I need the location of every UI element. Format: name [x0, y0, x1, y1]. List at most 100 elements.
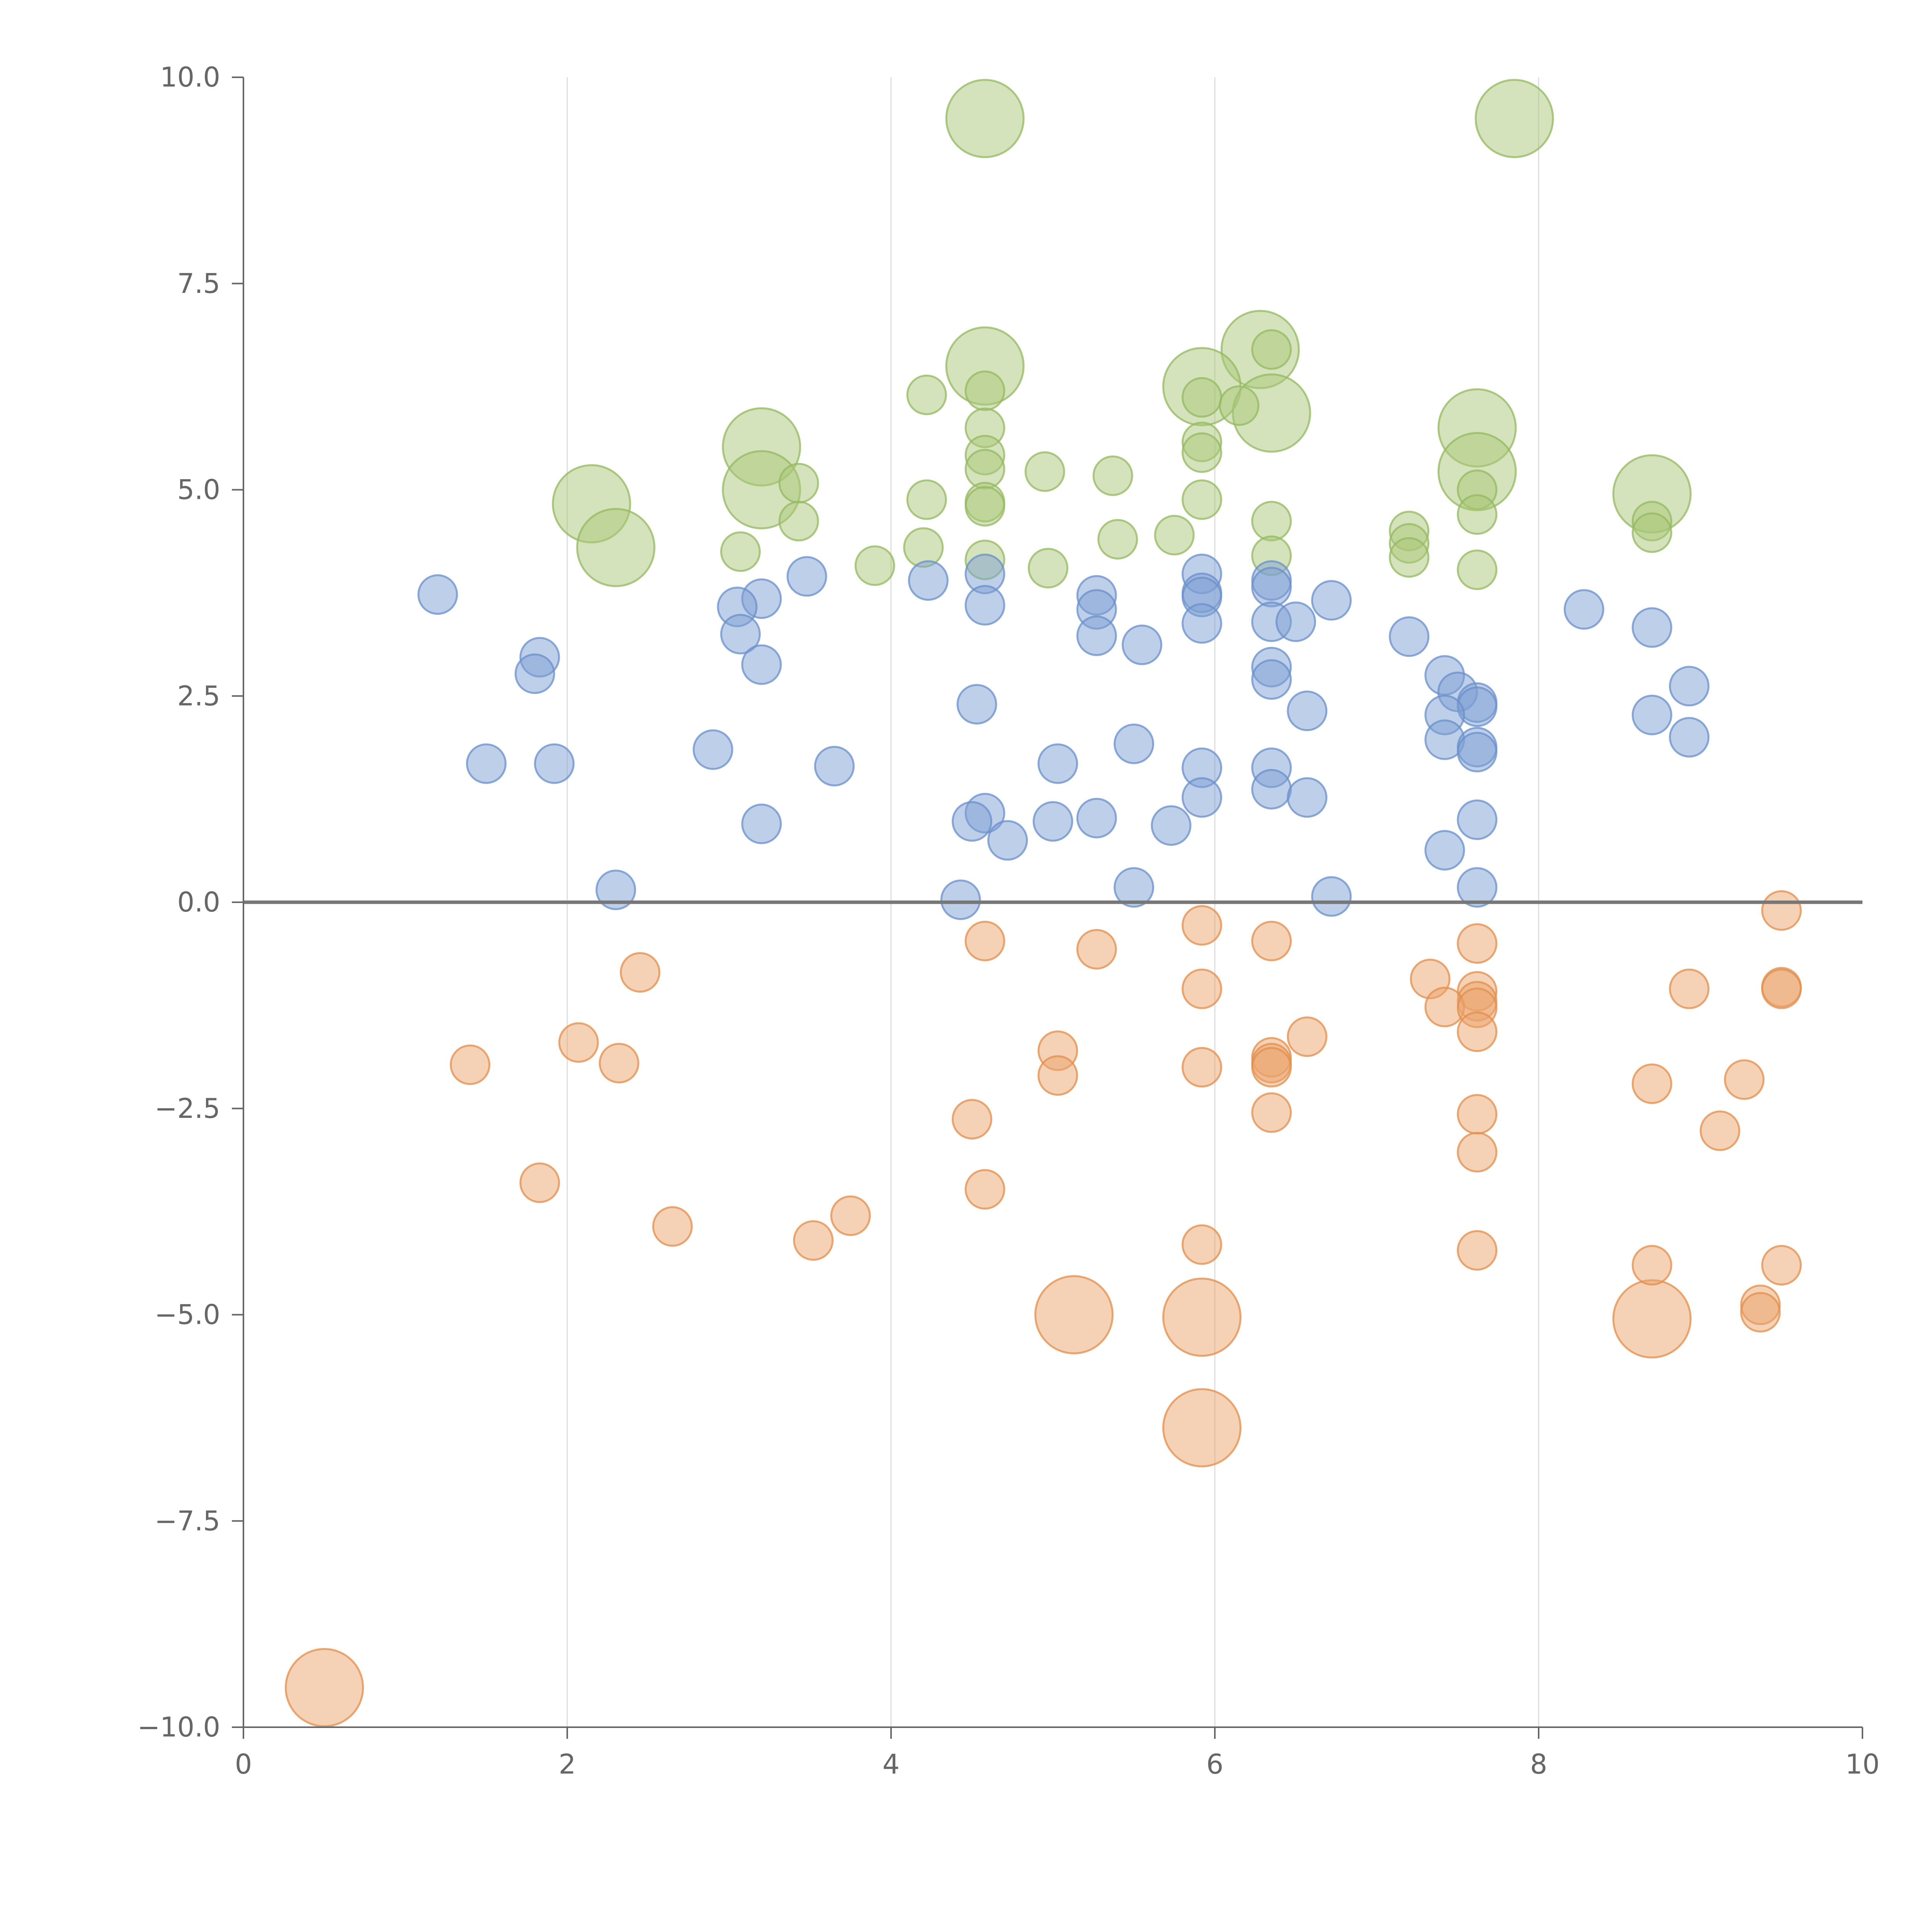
orange-point: [1181, 905, 1222, 946]
axes: 0 2 4 6 8 10 10.0 7.5 5.0 2.5 0.0 −2.5 −5.0 −7.5 −10.0: [137, 61, 1879, 1780]
blue-point: [1076, 798, 1117, 838]
orange-point: [1761, 1245, 1802, 1286]
blue-point: [1669, 666, 1710, 707]
y-tick-label: 5.0: [177, 474, 220, 506]
blue-point: [1457, 867, 1498, 908]
orange-point: [1612, 1279, 1692, 1359]
x-tick-label: 4: [883, 1748, 900, 1780]
x-tick-label: 6: [1206, 1748, 1224, 1780]
orange-point: [1631, 1245, 1672, 1286]
orange-point: [1457, 923, 1498, 964]
blue-point: [1181, 603, 1222, 644]
green-point: [1251, 501, 1292, 542]
y-tick-label: 7.5: [177, 268, 220, 299]
blue-point: [741, 803, 782, 844]
x-tick-label: 10: [1845, 1748, 1879, 1780]
y-tick-label: 2.5: [177, 680, 220, 712]
blue-point: [814, 746, 855, 787]
green-point: [1092, 455, 1133, 496]
blue-point: [1311, 876, 1352, 917]
orange-point: [1076, 929, 1117, 970]
blue-point: [940, 879, 981, 920]
blue-point: [692, 729, 733, 770]
green-point: [854, 545, 895, 586]
green-point: [1154, 515, 1195, 556]
orange-point: [599, 1043, 639, 1083]
orange-point: [1457, 1230, 1498, 1271]
orange-point: [1457, 1094, 1498, 1135]
orange-point: [1251, 1047, 1292, 1088]
green-point: [1027, 548, 1068, 588]
green-point: [720, 531, 761, 572]
blue-point: [1669, 717, 1710, 758]
blue-point: [1251, 659, 1292, 700]
green-point: [1457, 549, 1498, 590]
blue-point: [1251, 769, 1292, 810]
y-tick-label: −7.5: [155, 1505, 220, 1537]
blue-point: [1114, 723, 1154, 764]
orange-point: [285, 1648, 364, 1728]
blue-point: [1037, 743, 1078, 784]
orange-point: [1037, 1055, 1078, 1096]
blue-point: [1276, 601, 1316, 642]
y-tick-label: −10.0: [137, 1711, 220, 1743]
green-point: [1457, 494, 1498, 535]
blue-point: [1311, 580, 1352, 621]
orange-point: [1181, 1224, 1222, 1265]
green-point: [778, 463, 819, 503]
blue-point: [1457, 731, 1498, 772]
blue-point: [595, 869, 636, 910]
y-tick-label: −5.0: [155, 1299, 220, 1331]
blue-point: [964, 585, 1005, 626]
orange-point: [964, 920, 1005, 961]
green-point: [1631, 512, 1672, 553]
green-point: [1181, 432, 1222, 473]
orange-point: [1761, 968, 1802, 1009]
orange-point: [1181, 968, 1222, 1009]
orange-point: [1669, 968, 1710, 1009]
blue-point: [466, 743, 507, 784]
orange-point: [1761, 890, 1802, 931]
blue-point: [1181, 777, 1222, 818]
orange-point: [1287, 1016, 1328, 1057]
orange-point: [1457, 1132, 1498, 1173]
green-point: [964, 370, 1005, 411]
x-tick-label: 0: [235, 1748, 252, 1780]
orange-point: [1740, 1292, 1781, 1333]
blue-point: [1631, 607, 1672, 648]
orange-point: [1631, 1063, 1672, 1104]
blue-point: [1114, 867, 1154, 908]
orange-point: [793, 1220, 834, 1261]
blue-point: [1389, 616, 1430, 657]
orange-point: [1699, 1110, 1740, 1151]
blue-point: [1631, 694, 1672, 735]
green-point: [906, 479, 947, 520]
green-point: [1181, 377, 1222, 418]
y-tick-label: 0.0: [177, 886, 220, 918]
blue-point: [987, 820, 1028, 861]
green-point: [1389, 537, 1430, 578]
orange-point: [1162, 1388, 1242, 1468]
blue-point: [1251, 566, 1292, 607]
green-point: [945, 79, 1025, 158]
orange-point: [558, 1022, 599, 1063]
orange-point: [450, 1044, 491, 1085]
green-point: [778, 501, 819, 542]
blue-point: [417, 574, 458, 615]
blue-point: [956, 684, 997, 725]
y-tick-label: −2.5: [155, 1093, 220, 1124]
orange-point: [652, 1206, 693, 1247]
green-point: [1097, 519, 1138, 560]
blue-point: [1287, 690, 1328, 731]
blue-point: [514, 653, 555, 694]
x-tick-label: 8: [1530, 1748, 1548, 1780]
orange-point: [1181, 1047, 1222, 1088]
green-point: [906, 374, 947, 415]
blue-point: [1457, 799, 1498, 840]
y-tick-label: 10.0: [160, 61, 220, 93]
orange-point: [1251, 920, 1292, 961]
orange-point: [830, 1195, 871, 1236]
blue-point: [1076, 615, 1117, 656]
blue-point: [741, 644, 782, 685]
